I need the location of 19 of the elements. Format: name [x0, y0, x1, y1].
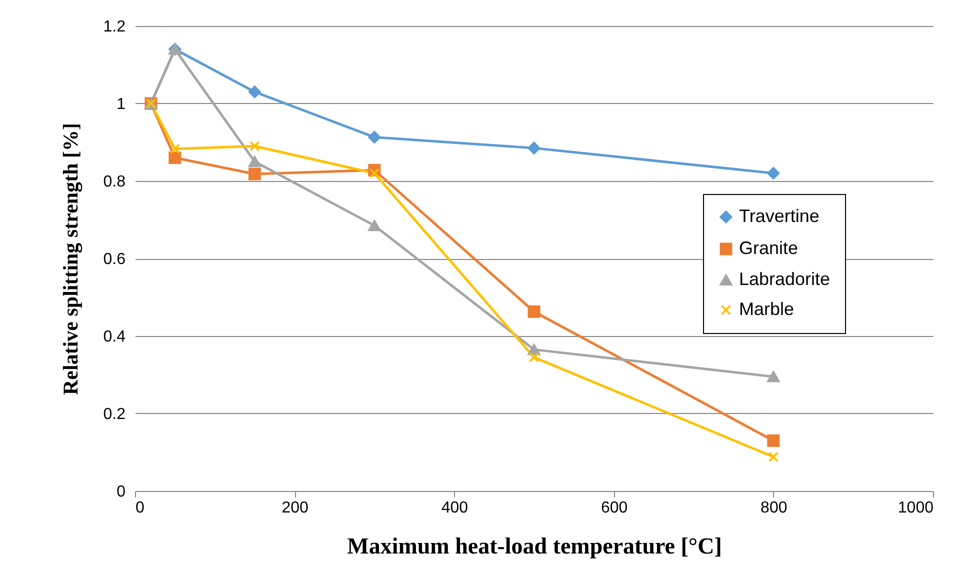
y-tick-label: 0.6 — [103, 251, 126, 268]
legend-label: Marble — [739, 299, 794, 319]
y-tick-label: 0.4 — [103, 328, 126, 346]
y-tick-label: 0.8 — [103, 174, 126, 190]
x-tick-label: 200 — [282, 500, 309, 516]
x-tick-label: 600 — [600, 500, 628, 516]
y-tick-label: 1 — [116, 96, 126, 113]
legend-label: Granite — [739, 238, 798, 258]
x-tick-label: 400 — [441, 500, 468, 516]
x-tick-label: 1000 — [898, 500, 934, 516]
x-tick-label: 800 — [760, 500, 788, 516]
y-tick-label: 0 — [116, 484, 126, 500]
y-tick-label: 1.2 — [103, 18, 126, 36]
x-axis-title: Maximum heat-load temperature [°C] — [347, 534, 722, 558]
legend-label: Travertine — [739, 206, 820, 226]
y-axis-title: Relative splitting strength [%] — [58, 122, 82, 396]
x-tick-label: 0 — [136, 500, 144, 516]
y-tick-label: 0.2 — [103, 406, 126, 423]
legend-label: Labradorite — [739, 269, 830, 289]
